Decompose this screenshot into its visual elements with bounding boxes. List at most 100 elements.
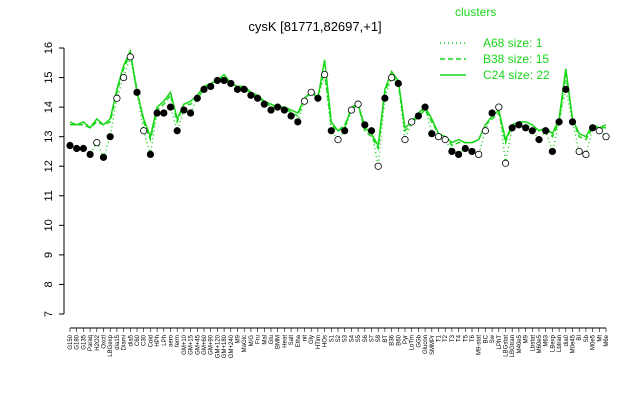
data-point bbox=[93, 138, 101, 147]
x-tick-label: Glu bbox=[269, 335, 275, 344]
x-tick-label: H2O2 bbox=[95, 334, 101, 350]
data-point bbox=[193, 94, 201, 102]
data-point bbox=[280, 106, 288, 114]
x-tick-label: G180 bbox=[75, 334, 81, 349]
data-point bbox=[267, 106, 275, 114]
x-tick-label: MaGlc bbox=[242, 335, 248, 352]
x-tick-label: GM+180 bbox=[222, 334, 228, 358]
x-tick-label: T3 bbox=[450, 334, 456, 342]
data-point bbox=[113, 94, 121, 102]
data-point bbox=[274, 103, 282, 111]
data-point bbox=[394, 79, 402, 88]
legend-label: A68 size: 1 bbox=[483, 36, 543, 50]
data-point bbox=[495, 103, 503, 111]
x-tick-label: S7 bbox=[370, 334, 376, 342]
data-point bbox=[568, 118, 577, 126]
data-point bbox=[133, 88, 141, 96]
data-point bbox=[334, 136, 342, 144]
x-tick-label: Lbtran bbox=[557, 335, 563, 352]
y-tick-label: 13 bbox=[43, 131, 55, 143]
legend-title: clusters bbox=[455, 5, 496, 19]
data-point bbox=[200, 85, 208, 93]
x-tick-label: Cold bbox=[148, 335, 154, 347]
x-tick-label: Glucon bbox=[423, 335, 429, 354]
data-point bbox=[434, 133, 443, 141]
x-tick-label: Paraq bbox=[88, 335, 94, 351]
data-point bbox=[441, 136, 449, 144]
data-point bbox=[548, 147, 557, 156]
data-point bbox=[180, 106, 188, 114]
data-point bbox=[454, 150, 463, 158]
x-tick-label: G135 bbox=[81, 334, 87, 349]
y-tick-label: 12 bbox=[43, 160, 55, 172]
legend-label: B38 size: 15 bbox=[483, 52, 549, 66]
data-point bbox=[515, 121, 523, 129]
x-tick-label: BMM bbox=[276, 335, 282, 349]
x-tick-label: HTim bbox=[316, 335, 322, 349]
data-point bbox=[227, 79, 235, 88]
data-point bbox=[367, 127, 376, 135]
x-tick-label: S8 bbox=[376, 334, 382, 342]
x-tick-label: S3 bbox=[343, 334, 349, 342]
data-point bbox=[233, 85, 242, 93]
data-point bbox=[294, 118, 302, 126]
x-tick-label: LBGtran bbox=[510, 335, 516, 357]
data-point bbox=[414, 112, 422, 120]
x-tick-label: Gly bbox=[309, 335, 315, 344]
data-point bbox=[166, 103, 175, 111]
data-point bbox=[86, 150, 94, 158]
data-point bbox=[387, 73, 396, 82]
x-tick-label: SMMPr bbox=[430, 335, 436, 355]
x-tick-label: aero bbox=[169, 334, 175, 347]
data-point bbox=[582, 150, 590, 158]
data-point bbox=[347, 106, 355, 114]
x-tick-label: LoTm bbox=[410, 335, 416, 350]
y-tick-label: 7 bbox=[43, 311, 55, 317]
points-layer bbox=[66, 53, 610, 170]
data-point bbox=[187, 109, 195, 117]
x-tick-label: S5 bbox=[356, 334, 362, 342]
x-tick-label: BT bbox=[383, 335, 389, 343]
x-tick-label: T1 bbox=[437, 334, 443, 342]
data-point bbox=[79, 144, 88, 153]
data-point bbox=[307, 88, 315, 96]
x-tick-label: BC bbox=[483, 334, 489, 343]
x-tick-label: M6e bbox=[604, 334, 610, 346]
data-point bbox=[481, 127, 489, 135]
data-point bbox=[240, 85, 248, 93]
data-point bbox=[521, 124, 530, 132]
data-point bbox=[461, 144, 469, 153]
x-tick-label: Salt bbox=[289, 335, 295, 346]
data-point bbox=[468, 147, 476, 156]
data-point bbox=[320, 71, 329, 79]
x-tick-label: LPh bbox=[162, 335, 168, 346]
data-point bbox=[508, 124, 516, 132]
x-tick-label: S1 bbox=[329, 334, 335, 342]
chart-title: cysK [81771,82697,+1] bbox=[248, 19, 381, 34]
x-tick-label: T6 bbox=[470, 334, 476, 342]
x-tick-label: C60 bbox=[135, 334, 141, 346]
data-point bbox=[408, 118, 416, 126]
x-tick-label: Mt bbox=[597, 335, 603, 342]
x-tick-label: GM+60 bbox=[202, 334, 208, 355]
data-point bbox=[106, 133, 114, 141]
data-point bbox=[401, 136, 409, 144]
axes: 7 8 9 10 11 12 13 14 15 16 G150 G180 G135 Paraq H2O2 Ox… bbox=[43, 42, 610, 358]
y-tick-label: 10 bbox=[43, 219, 55, 231]
data-point bbox=[287, 112, 295, 120]
data-point bbox=[99, 153, 108, 161]
data-point bbox=[475, 150, 483, 158]
x-tick-label: HPh bbox=[155, 335, 161, 347]
x-tick-label: C30 bbox=[142, 334, 148, 346]
legend: clusters A68 size: 1 B38 size: 15 C24 size… bbox=[440, 5, 550, 82]
data-point bbox=[361, 121, 369, 129]
x-tick-label: M9 bbox=[524, 334, 530, 343]
x-tick-label: B60 bbox=[396, 334, 402, 345]
data-point bbox=[535, 136, 543, 144]
x-tick-label: Sw bbox=[490, 334, 496, 343]
x-tick-label: S4 bbox=[349, 334, 355, 342]
x-tick-label: dia15 bbox=[115, 334, 121, 349]
data-point bbox=[575, 147, 583, 156]
data-point bbox=[146, 150, 154, 158]
x-tick-label: M9-stat bbox=[477, 335, 483, 355]
